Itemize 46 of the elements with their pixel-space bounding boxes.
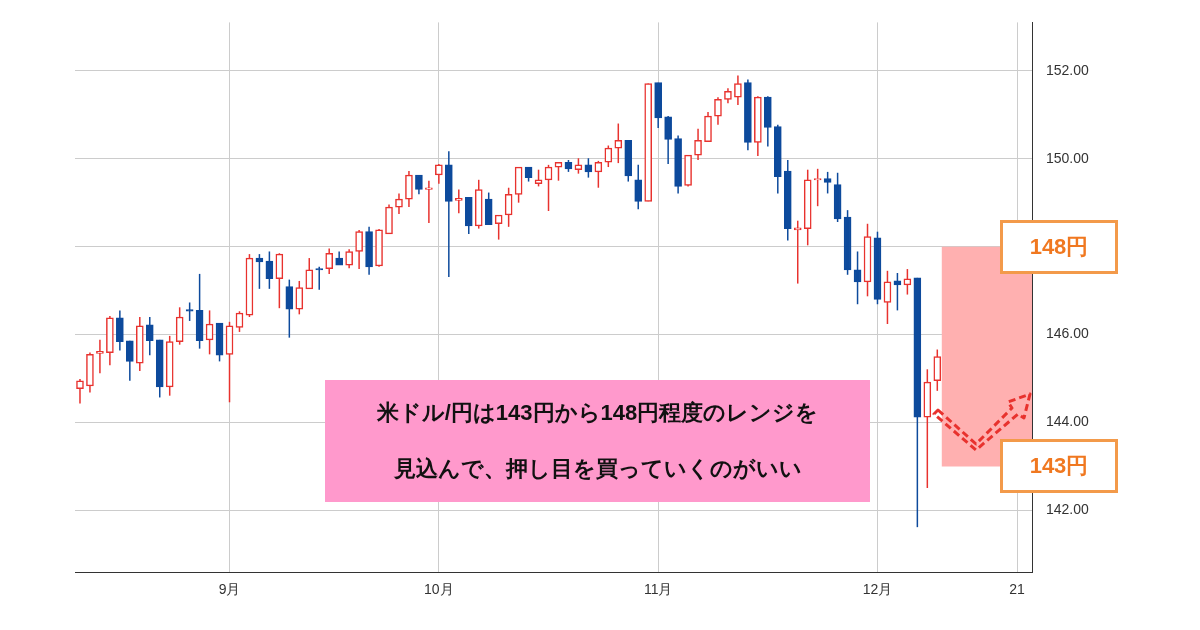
candlestick bbox=[96, 339, 104, 375]
annotation: 148円 bbox=[1000, 219, 1118, 274]
candlestick bbox=[235, 310, 244, 333]
candlestick bbox=[315, 266, 324, 291]
candlestick bbox=[484, 191, 493, 226]
y-tick-label: 146.00 bbox=[1046, 325, 1090, 342]
candlestick bbox=[634, 164, 643, 211]
x-tick-label: 9月 bbox=[218, 581, 241, 598]
candlestick bbox=[933, 348, 942, 392]
callout-box: 米ドル/円は143円から148円程度のレンジを見込んで、押し目を買っていくのがいい bbox=[325, 380, 870, 502]
candlestick bbox=[205, 309, 214, 356]
annotation: 143円 bbox=[1000, 439, 1118, 494]
candlestick bbox=[454, 188, 463, 214]
candlestick bbox=[604, 144, 613, 168]
candlestick bbox=[126, 339, 134, 382]
x-tick-label: 11月 bbox=[643, 581, 673, 598]
candlestick bbox=[275, 252, 284, 309]
candlestick bbox=[883, 270, 892, 325]
candlestick bbox=[175, 306, 184, 346]
candlestick bbox=[584, 157, 593, 179]
candlestick bbox=[145, 316, 154, 356]
y-tick-label: 144.00 bbox=[1046, 413, 1090, 430]
candlestick bbox=[504, 186, 513, 228]
candlestick bbox=[614, 122, 623, 164]
candlestick bbox=[265, 250, 274, 290]
x-tick-label: 21 bbox=[1009, 581, 1026, 598]
candlestick bbox=[903, 268, 912, 296]
candlestick bbox=[554, 161, 563, 182]
candlestick bbox=[853, 250, 862, 305]
candlestick bbox=[494, 214, 503, 241]
candlestick bbox=[395, 192, 403, 215]
y-tick-label: 150.00 bbox=[1046, 149, 1090, 166]
candlestick bbox=[255, 253, 264, 290]
candlestick bbox=[305, 257, 314, 290]
candlestick bbox=[425, 179, 433, 224]
candlestick bbox=[295, 280, 304, 316]
y-tick-label: 152.00 bbox=[1046, 61, 1090, 78]
candlestick bbox=[185, 301, 194, 322]
candlestick bbox=[594, 160, 603, 189]
y-tick-label: 142.00 bbox=[1046, 501, 1090, 518]
candlestick bbox=[285, 278, 294, 339]
x-tick-label: 10月 bbox=[424, 581, 454, 598]
candlestick bbox=[325, 247, 334, 275]
candlestick bbox=[893, 272, 902, 312]
x-tick-label: 12月 bbox=[862, 581, 893, 598]
candlestick bbox=[544, 164, 553, 212]
